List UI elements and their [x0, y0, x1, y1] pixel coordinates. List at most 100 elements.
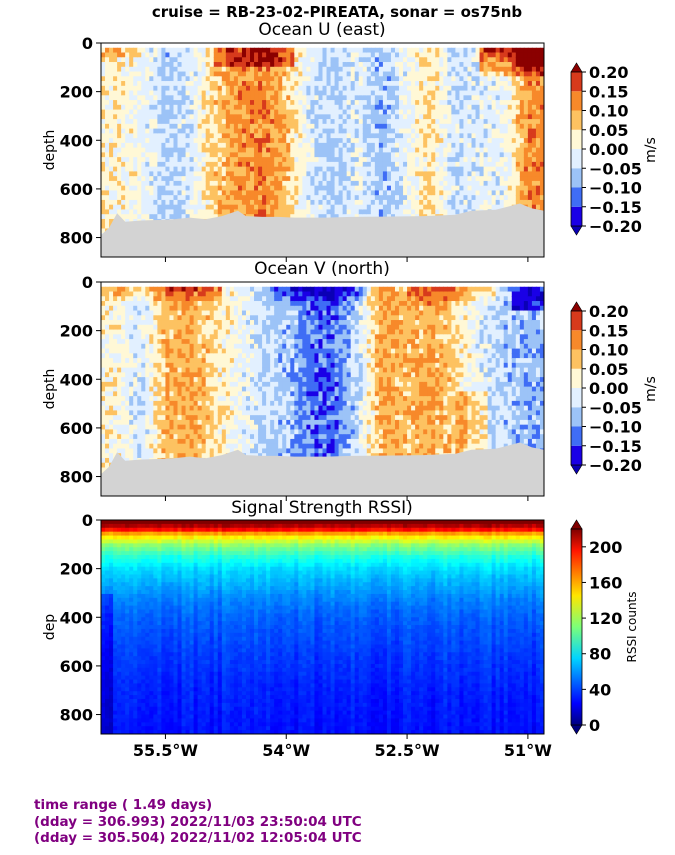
- heatmap-cell: [382, 176, 388, 182]
- heatmap-cell: [153, 204, 158, 211]
- heatmap-cell: [527, 95, 533, 101]
- heatmap-cell: [527, 138, 533, 144]
- heatmap-cell: [266, 195, 271, 201]
- heatmap-cell: [145, 176, 150, 182]
- heatmap-cell: [479, 180, 485, 187]
- heatmap-cell: [109, 85, 114, 92]
- heatmap-cell: [225, 190, 231, 196]
- heatmap-cell: [423, 95, 428, 101]
- heatmap-cell: [266, 152, 271, 158]
- heatmap-cell: [535, 128, 541, 134]
- heatmap-cell: [225, 66, 231, 73]
- heatmap-cell: [491, 161, 497, 168]
- heatmap-cell: [294, 133, 299, 139]
- heatmap-cell: [125, 171, 130, 177]
- heatmap-cell: [427, 190, 432, 196]
- heatmap-cell: [495, 142, 501, 149]
- heatmap-cell: [113, 199, 118, 206]
- heatmap-cell: [463, 47, 469, 54]
- heatmap-cell: [282, 81, 287, 87]
- heatmap-cell: [141, 71, 146, 77]
- heatmap-cell: [394, 190, 400, 196]
- heatmap-cell: [511, 95, 517, 101]
- heatmap-cell: [334, 185, 340, 192]
- heatmap-cell: [113, 71, 118, 77]
- heatmap-cell: [487, 161, 493, 168]
- heatmap-cell: [358, 66, 364, 73]
- heatmap-cell: [471, 81, 477, 87]
- heatmap-cell: [394, 62, 400, 68]
- heatmap-cell: [185, 166, 191, 172]
- heatmap-cell: [165, 195, 171, 201]
- heatmap-cell: [129, 157, 134, 163]
- heatmap-cell: [326, 104, 332, 111]
- heatmap-cell: [370, 171, 376, 177]
- heatmap-cell: [181, 176, 187, 182]
- heatmap-cell: [141, 85, 146, 92]
- heatmap-cell: [419, 152, 424, 158]
- heatmap-cell: [443, 180, 448, 187]
- heatmap-cell: [129, 123, 134, 130]
- heatmap-cell: [463, 123, 469, 130]
- heatmap-cell: [145, 100, 150, 106]
- heatmap-cell: [342, 157, 348, 163]
- heatmap-cell: [201, 166, 207, 172]
- heatmap-cell: [471, 157, 477, 163]
- heatmap-cell: [258, 166, 263, 172]
- heatmap-cell: [258, 190, 263, 196]
- heatmap-cell: [491, 85, 497, 92]
- heatmap-cell: [173, 147, 179, 153]
- heatmap-cell: [511, 114, 517, 120]
- heatmap-cell: [366, 109, 372, 115]
- heatmap-cell: [121, 128, 126, 134]
- heatmap-cell: [161, 176, 167, 182]
- heatmap-cell: [314, 123, 320, 130]
- heatmap-cell: [221, 109, 227, 115]
- heatmap-cell: [318, 133, 324, 139]
- heatmap-cell: [294, 185, 299, 192]
- heatmap-cell: [386, 190, 392, 196]
- heatmap-cell: [479, 119, 485, 125]
- heatmap-cell: [109, 66, 114, 73]
- heatmap-cell: [189, 166, 195, 172]
- heatmap-cell: [181, 123, 187, 130]
- heatmap-cell: [390, 104, 396, 111]
- heatmap-cell: [427, 128, 432, 134]
- heatmap-cell: [274, 204, 279, 211]
- colorbar-tick-label: −0.15: [589, 198, 642, 217]
- heatmap-cell: [113, 147, 118, 153]
- heatmap-cell: [487, 90, 493, 96]
- heatmap-cell: [346, 161, 352, 168]
- heatmap-cell: [382, 119, 388, 125]
- heatmap-cell: [463, 142, 469, 149]
- heatmap-cell: [318, 195, 324, 201]
- heatmap-cell: [109, 100, 114, 106]
- heatmap-cell: [507, 147, 513, 153]
- heatmap-cell: [237, 171, 243, 177]
- heatmap-cell: [346, 176, 352, 182]
- heatmap-cell: [447, 109, 452, 115]
- heatmap-cell: [310, 190, 316, 196]
- heatmap-cell: [390, 123, 396, 130]
- heatmap-cell: [411, 104, 416, 111]
- heatmap-cell: [121, 195, 126, 201]
- heatmap-cell: [270, 114, 275, 120]
- heatmap-cell: [399, 133, 404, 139]
- heatmap-cell: [370, 114, 376, 120]
- heatmap-cell: [117, 199, 122, 206]
- heatmap-cell: [258, 81, 263, 87]
- heatmap-cell: [386, 152, 392, 158]
- heatmap-cell: [245, 128, 251, 134]
- heatmap-cell: [302, 123, 307, 130]
- heatmap-cell: [491, 90, 497, 96]
- heatmap-cell: [314, 85, 320, 92]
- heatmap-cell: [294, 76, 299, 82]
- heatmap-cell: [282, 104, 287, 111]
- heatmap-cell: [390, 147, 396, 153]
- heatmap-cell: [487, 104, 493, 111]
- heatmap-cell: [314, 171, 320, 177]
- heatmap-cell: [399, 185, 404, 192]
- heatmap-cell: [306, 123, 312, 130]
- heatmap-cell: [101, 405, 106, 411]
- heatmap-cell: [487, 185, 493, 192]
